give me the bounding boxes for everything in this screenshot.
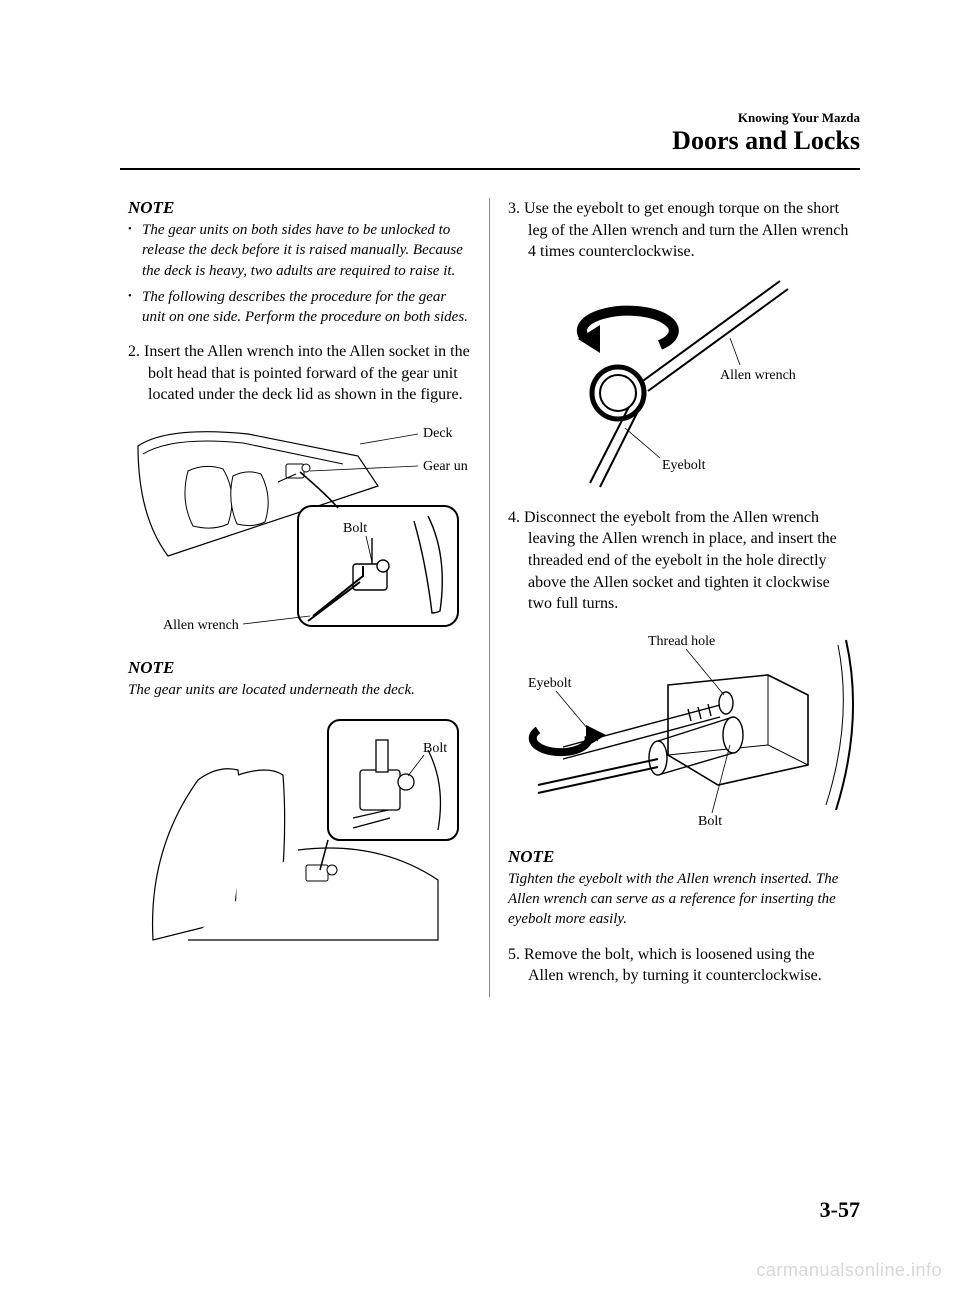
label-eyebolt: Eyebolt bbox=[528, 676, 572, 691]
figure-eyebolt-turn: Allen wrench Eyebolt bbox=[508, 273, 852, 493]
step-5: 5. Remove the bolt, which is loosened us… bbox=[508, 944, 852, 987]
step-3: 3. Use the eyebolt to get enough torque … bbox=[508, 198, 852, 263]
label-gear-unit: Gear unit bbox=[423, 459, 468, 474]
page: Knowing Your Mazda Doors and Locks NOTE … bbox=[0, 0, 960, 1057]
note-list-item: The following describes the procedure fo… bbox=[142, 287, 471, 328]
label-bolt: Bolt bbox=[423, 741, 447, 756]
left-column: NOTE The gear units on both sides have t… bbox=[120, 198, 490, 997]
label-bolt: Bolt bbox=[698, 814, 722, 829]
eyebolt-turn-illustration: Allen wrench Eyebolt bbox=[530, 273, 830, 493]
note-heading: NOTE bbox=[128, 658, 471, 678]
label-bolt: Bolt bbox=[343, 521, 367, 536]
figure-thread-hole: Thread hole Eyebolt Bolt bbox=[508, 625, 852, 835]
label-deck: Deck bbox=[423, 426, 453, 441]
header-rule bbox=[120, 168, 860, 170]
note-heading: NOTE bbox=[508, 847, 852, 867]
label-eyebolt: Eyebolt bbox=[662, 458, 706, 473]
figure-deck-gear: Deck Gear unit Bolt Allen wrench bbox=[128, 416, 471, 646]
under-deck-illustration: Bolt bbox=[128, 710, 468, 950]
note-list-item: The gear units on both sides have to be … bbox=[142, 220, 471, 281]
step-2: 2. Insert the Allen wrench into the Alle… bbox=[128, 341, 471, 406]
deck-gear-illustration: Deck Gear unit Bolt Allen wrench bbox=[128, 416, 468, 646]
label-allen-wrench: Allen wrench bbox=[163, 618, 239, 633]
note-list: The gear units on both sides have to be … bbox=[128, 220, 471, 327]
note-body: The gear units are located underneath th… bbox=[128, 680, 471, 700]
label-allen-wrench: Allen wrench bbox=[720, 368, 796, 383]
content-columns: NOTE The gear units on both sides have t… bbox=[120, 198, 860, 997]
label-thread-hole: Thread hole bbox=[648, 634, 715, 649]
page-number: 3-57 bbox=[820, 1197, 860, 1223]
page-header: Knowing Your Mazda Doors and Locks bbox=[120, 110, 860, 156]
step-4: 4. Disconnect the eyebolt from the Allen… bbox=[508, 507, 852, 615]
header-chapter: Knowing Your Mazda bbox=[120, 110, 860, 126]
watermark: carmanualsonline.info bbox=[756, 1260, 942, 1281]
note-body: Tighten the eyebolt with the Allen wrenc… bbox=[508, 869, 852, 930]
figure-under-deck: Bolt bbox=[128, 710, 471, 950]
right-column: 3. Use the eyebolt to get enough torque … bbox=[490, 198, 860, 997]
note-heading: NOTE bbox=[128, 198, 471, 218]
thread-hole-illustration: Thread hole Eyebolt Bolt bbox=[508, 625, 858, 835]
header-section: Doors and Locks bbox=[120, 126, 860, 156]
